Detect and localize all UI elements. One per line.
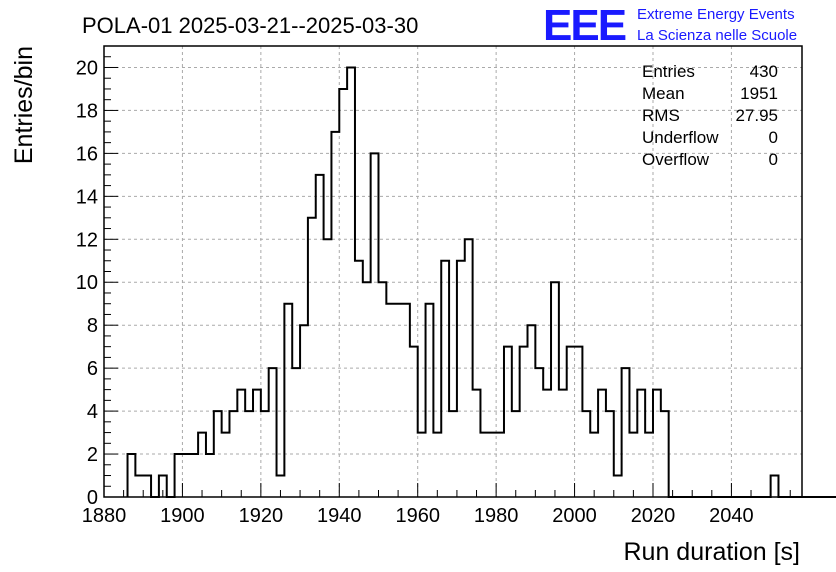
y-tick-label: 2 [87,444,98,466]
eee-logo: EEE Extreme Energy Events La Scienza nel… [543,1,797,50]
stats-underflow-value: 0 [769,128,778,147]
stats-overflow-label: Overflow [642,150,710,169]
stats-underflow-label: Underflow [642,128,719,147]
grid-lines [104,46,802,497]
y-tick-label: 18 [76,100,98,122]
y-axis-ticks: 0 2 4 6 8 10 12 14 16 18 20 [76,45,118,509]
y-tick-label: 4 [87,401,98,423]
y-tick-label: 6 [87,358,98,380]
stats-mean-label: Mean [642,84,685,103]
x-axis-label: Run duration [s] [624,538,801,566]
stats-entries-label: Entries [642,62,695,81]
x-axis-ticks: 1880 1900 1920 1940 1960 1980 2000 2020 2040 [82,483,791,527]
y-axis-label: Entries/bin [10,46,38,164]
y-tick-label: 10 [76,272,98,294]
eee-logo-line2: La Scienza nelle Scuole [637,27,797,44]
x-tick-label: 1980 [474,505,519,527]
plot-frame [103,45,803,498]
chart-title: POLA-01 2025-03-21--2025-03-30 [82,13,418,38]
y-tick-label: 14 [76,186,98,208]
x-tick-label: 1920 [239,505,284,527]
y-tick-label: 20 [76,57,98,79]
x-tick-label: 2040 [709,505,754,527]
stats-entries-value: 430 [750,62,778,81]
x-tick-label: 1960 [395,505,440,527]
stats-box: Entries 430 Mean 1951 RMS 27.95 Underflo… [642,62,778,169]
stats-mean-value: 1951 [740,84,778,103]
eee-logo-line1: Extreme Energy Events [637,6,795,23]
eee-logo-mark: EEE [543,1,626,50]
y-tick-label: 16 [76,143,98,165]
x-tick-label: 1880 [82,505,127,527]
stats-rms-value: 27.95 [735,106,778,125]
y-tick-label: 8 [87,315,98,337]
y-tick-label: 12 [76,229,98,251]
x-tick-label: 2020 [631,505,676,527]
x-tick-label: 2000 [552,505,597,527]
stats-overflow-value: 0 [769,150,778,169]
y-tick-label: 0 [87,487,98,509]
x-tick-label: 1900 [160,505,205,527]
x-tick-label: 1940 [317,505,362,527]
stats-rms-label: RMS [642,106,680,125]
